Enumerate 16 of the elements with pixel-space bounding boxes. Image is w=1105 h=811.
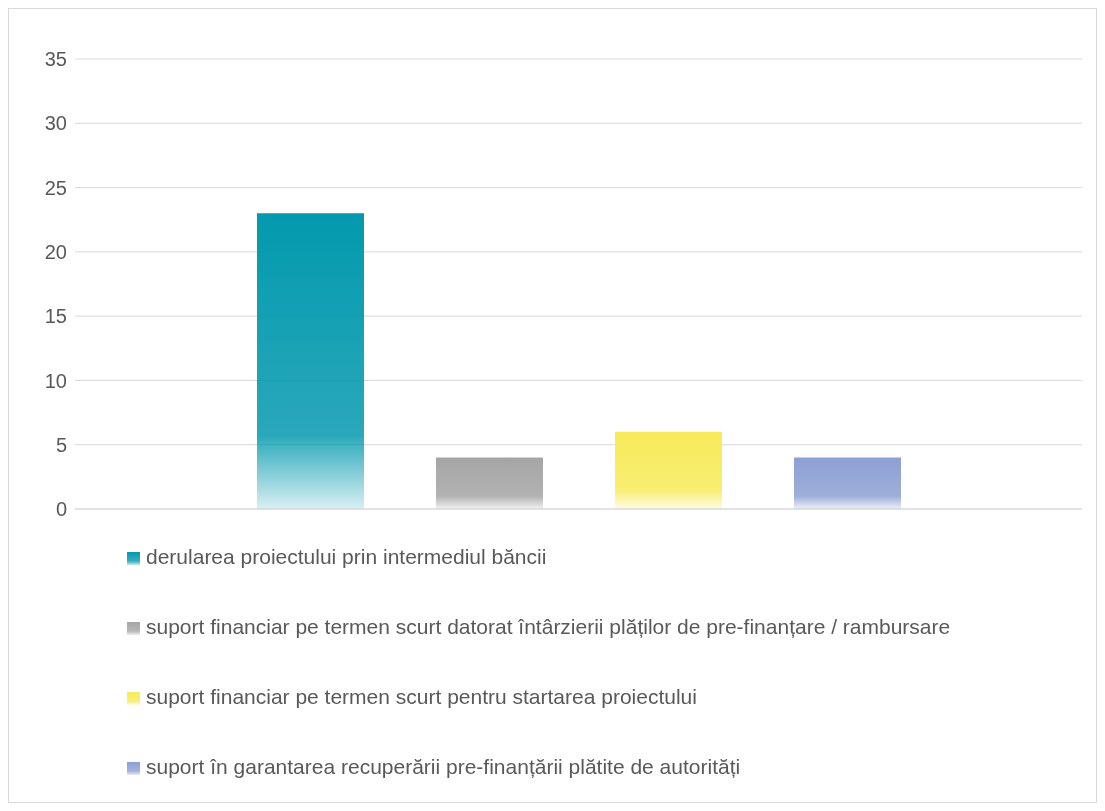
y-tick-label: 25 (44, 176, 67, 199)
bar (436, 457, 543, 509)
y-tick-label: 10 (44, 369, 67, 392)
y-tick-label: 5 (55, 433, 67, 456)
legend-label: suport financiar pe termen scurt datorat întârzierii plăților de pre-finanțare / rambursare (146, 614, 951, 640)
y-tick-label: 30 (44, 112, 67, 135)
legend-label: suport în garantarea recuperării pre-finanțării plătite de autorități (146, 754, 741, 780)
bar (794, 457, 901, 509)
legend-label: derularea proiectului prin intermediul băncii (146, 544, 547, 570)
y-tick-label: 0 (55, 498, 67, 521)
y-tick-label: 35 (44, 48, 67, 71)
y-tick-label: 20 (44, 240, 67, 263)
bar (257, 213, 364, 509)
y-tick-label: 15 (44, 305, 67, 328)
legend-label: suport financiar pe termen scurt pentru startarea proiectului (146, 684, 697, 710)
bar (615, 431, 722, 509)
